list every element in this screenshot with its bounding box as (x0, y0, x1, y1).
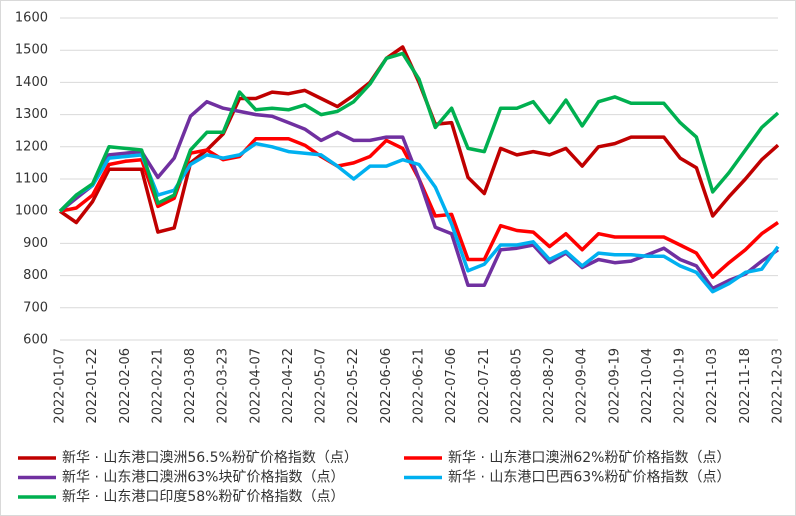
legend-label: 新华 · 山东港口澳洲63%块矿价格指数（点） (62, 470, 344, 486)
x-tick-label: 2022-07-21 (477, 348, 492, 424)
series-line (58, 51, 780, 213)
x-tick-label: 2022-12-03 (771, 348, 786, 424)
x-tick-label: 2022-10-04 (640, 348, 655, 424)
y-tick-label: 1000 (15, 204, 48, 219)
legend-label: 新华 · 山东港口巴西63%粉矿价格指数（点） (448, 470, 730, 486)
y-tick-label: 1300 (15, 107, 48, 122)
x-tick-label: 2022-10-19 (673, 348, 688, 424)
y-tick-label: 800 (23, 268, 48, 283)
y-tick-label: 900 (23, 236, 48, 251)
x-tick-label: 2022-11-03 (705, 348, 720, 424)
legend-label: 新华 · 山东港口澳洲56.5%粉矿价格指数（点） (62, 450, 358, 466)
x-tick-label: 2022-09-19 (607, 348, 622, 424)
x-tick-label: 2022-03-23 (216, 348, 231, 424)
x-tick-label: 2022-01-22 (85, 348, 100, 424)
y-tick-label: 1400 (15, 75, 48, 90)
x-tick-label: 2022-03-08 (183, 348, 198, 424)
x-tick-label: 2022-08-20 (542, 348, 557, 424)
x-tick-label: 2022-06-06 (379, 348, 394, 424)
x-tick-label: 2022-06-21 (412, 348, 427, 424)
x-tick-label: 2022-01-07 (53, 348, 68, 424)
y-tick-label: 1600 (15, 11, 48, 26)
legend-label: 新华 · 山东港口印度58%粉矿价格指数（点） (62, 489, 344, 505)
x-tick-label: 2022-05-07 (314, 348, 329, 424)
series-line (58, 99, 779, 291)
y-tick-label: 700 (23, 300, 48, 315)
x-tick-label: 2022-11-18 (738, 348, 753, 424)
x-tick-label: 2022-04-07 (248, 348, 263, 424)
x-tick-label: 2022-02-06 (118, 348, 133, 424)
x-tick-label: 2022-07-06 (444, 348, 459, 424)
legend-label: 新华 · 山东港口澳洲62%粉矿价格指数（点） (448, 450, 730, 466)
y-tick-label: 1500 (15, 43, 48, 58)
x-tick-label: 2022-09-04 (575, 348, 590, 424)
y-tick-label: 600 (23, 333, 48, 348)
y-tick-label: 1100 (15, 172, 48, 187)
y-tick-label: 1200 (15, 139, 48, 154)
x-tick-label: 2022-02-21 (150, 348, 165, 424)
x-tick-label: 2022-05-22 (346, 348, 361, 424)
x-tick-label: 2022-08-05 (509, 348, 524, 424)
x-tick-label: 2022-04-22 (281, 348, 296, 424)
